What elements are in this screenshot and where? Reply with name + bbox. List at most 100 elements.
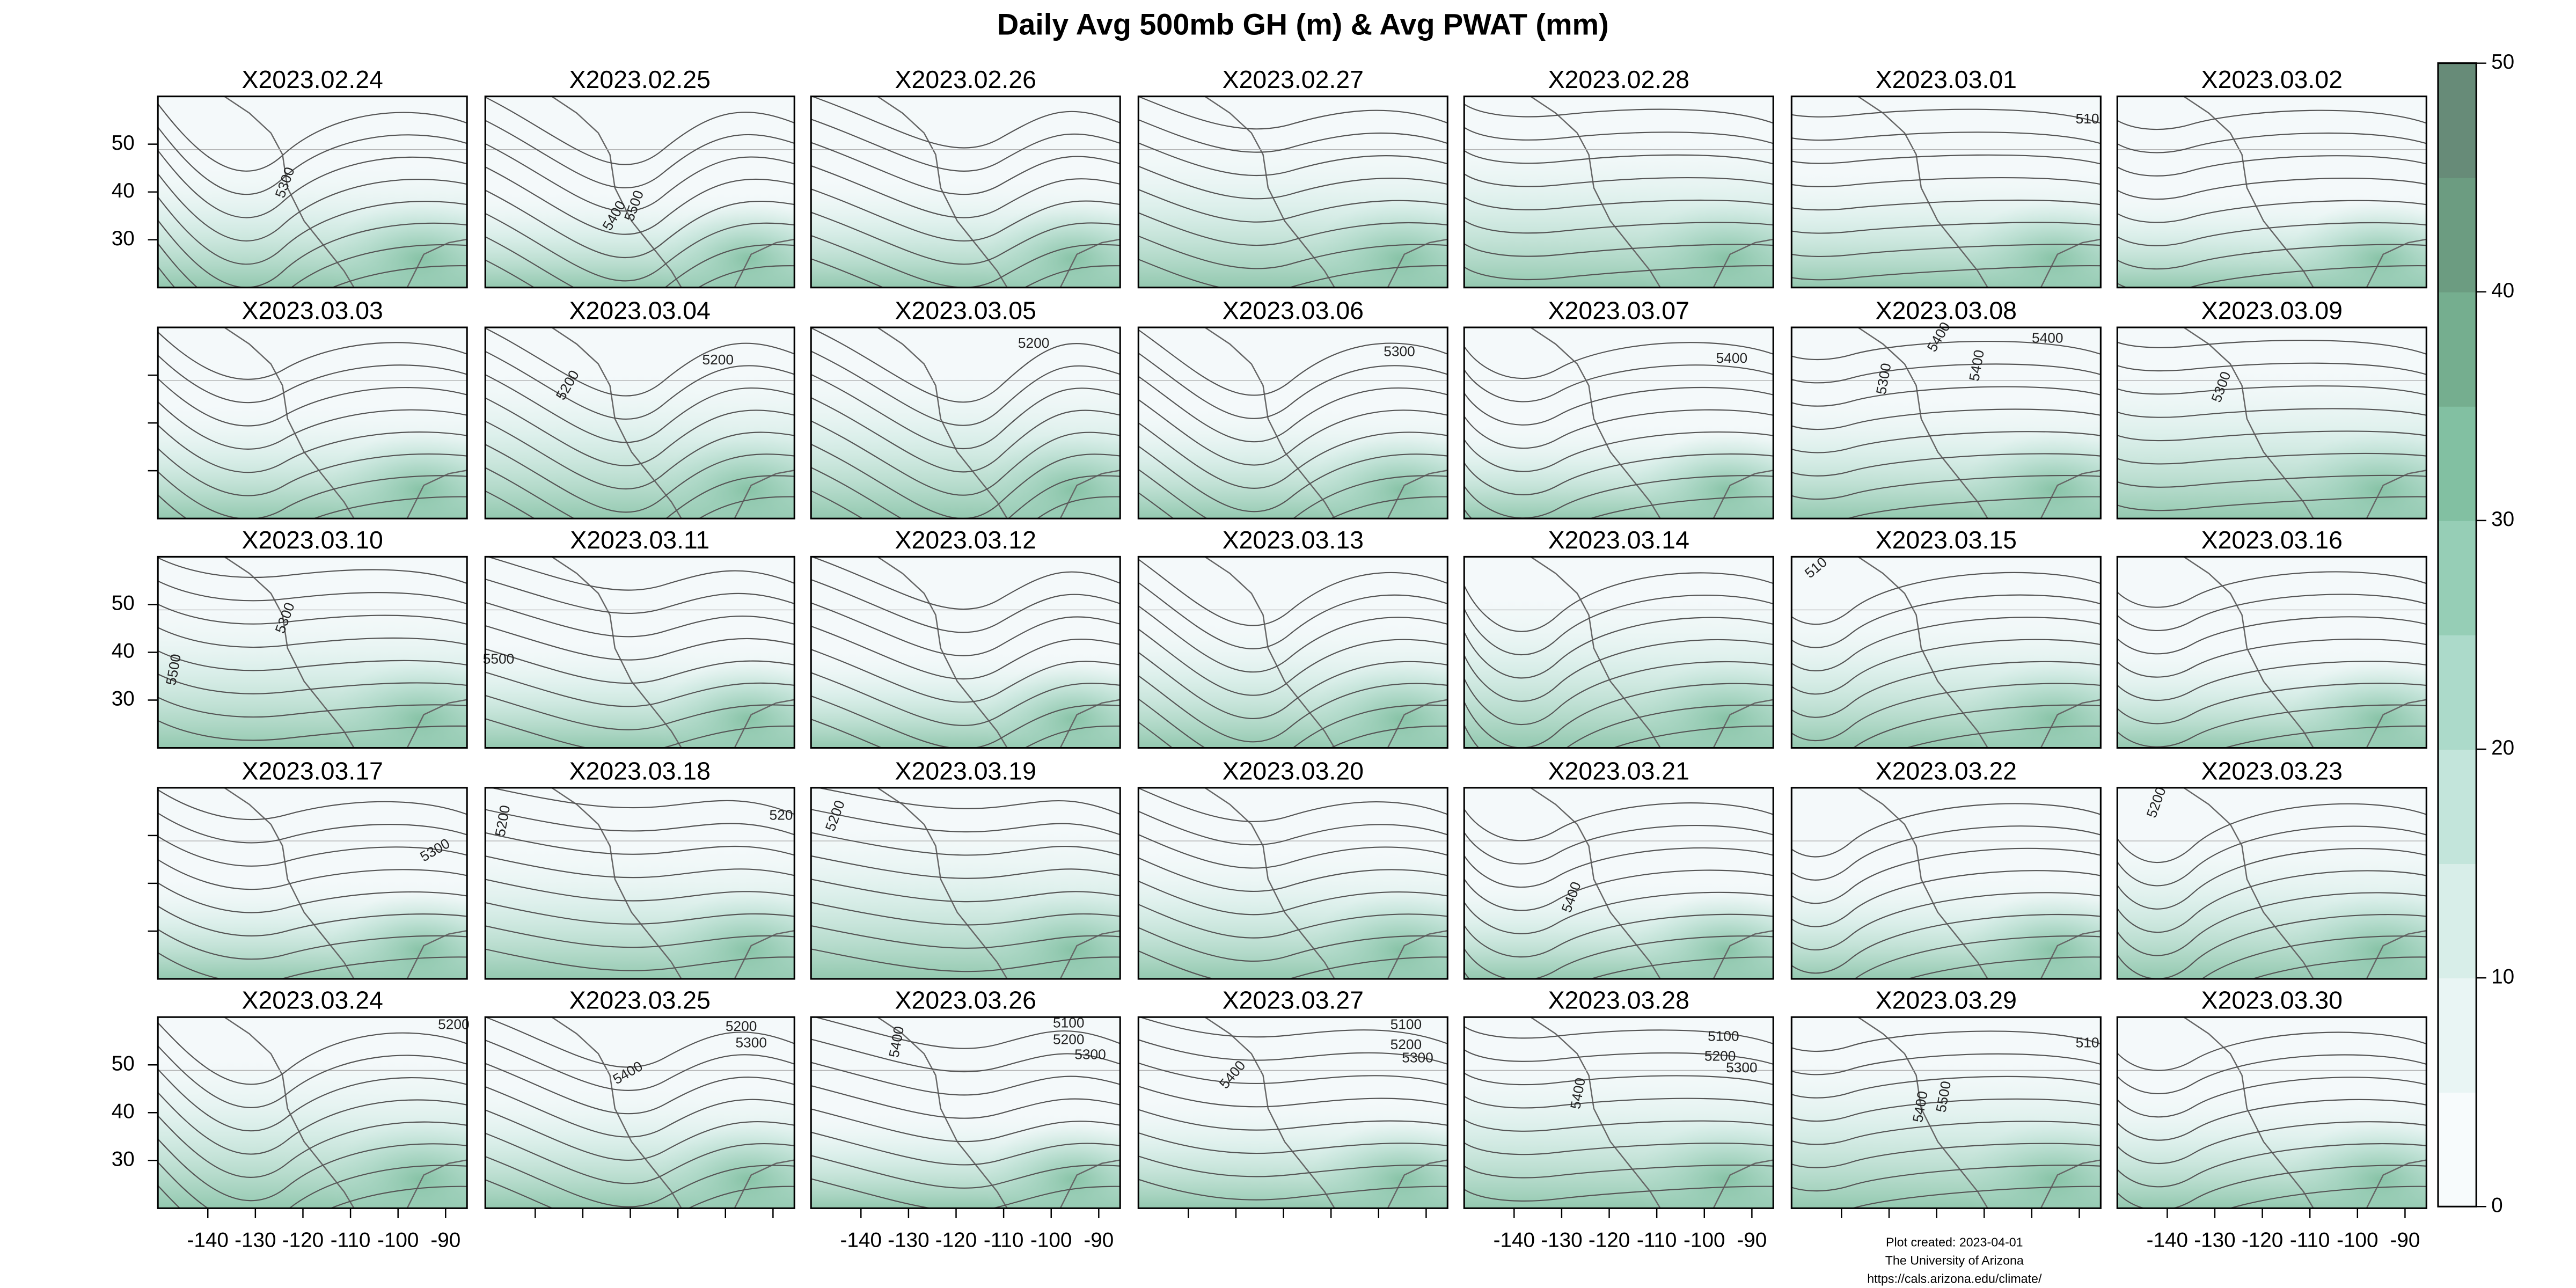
contour-line [1464, 173, 1774, 187]
contour-line [2117, 244, 2427, 270]
pwat-gulf [1464, 557, 1774, 748]
contour-line [2117, 362, 2427, 376]
pwat-gulf [1464, 1017, 1774, 1209]
contour-line [158, 812, 467, 844]
panel-title: X2023.03.27 [1223, 986, 1364, 1014]
colorbar-bin [2438, 634, 2477, 750]
contour-line [1464, 1185, 1774, 1202]
contour-line [811, 719, 1121, 748]
contour-line [1464, 1026, 1774, 1045]
footer: Plot created: 2023-04-01 The University o… [1867, 1235, 2042, 1286]
coastline [551, 1017, 795, 1209]
pwat-gulf [1138, 96, 1448, 288]
contour-label: 5500 [483, 650, 515, 667]
panel-content [2117, 96, 2427, 288]
panel-title: X2023.03.06 [1223, 296, 1364, 324]
contour-line [158, 1161, 467, 1209]
contour-line [1791, 199, 2101, 211]
contour-line [811, 879, 1121, 903]
coastline [224, 557, 467, 748]
contour-line [811, 258, 1121, 288]
contour-line [485, 694, 795, 730]
coastline [1530, 1017, 1774, 1209]
contour-line [485, 1179, 795, 1209]
map-panel: 5500 X2023.03.11 [483, 526, 795, 749]
pwat-gulf [1791, 96, 2101, 288]
contour-line [1791, 1075, 2101, 1099]
contour-line [485, 809, 795, 836]
panel-frame [1790, 555, 2102, 749]
panel-content [2117, 557, 2427, 748]
map-panel: X2023.03.02 [2116, 65, 2427, 289]
contour-line [1138, 810, 1448, 846]
pwat-gulf [811, 787, 1121, 979]
colorbar-bin [2438, 291, 2477, 407]
contour-line [485, 718, 795, 748]
contour-line [1138, 721, 1448, 748]
contour-line [1138, 834, 1448, 869]
contour-line [1791, 1030, 2101, 1052]
contour-line [485, 420, 795, 490]
lon-tick-label: -90 [1737, 1229, 1767, 1252]
contour-line [1791, 177, 2101, 187]
map-panel: X2023.03.20 [1137, 757, 1448, 980]
contour-line [1464, 243, 1774, 257]
contour-line [1791, 617, 2101, 671]
pwat-gulf [2117, 557, 2427, 748]
contour-line [1791, 870, 2101, 927]
contour-line [1791, 572, 2101, 625]
contour-line [811, 1062, 1121, 1096]
panel-title: X2023.03.24 [241, 986, 383, 1014]
panel-title: X2023.03.14 [1548, 526, 1689, 554]
contour-line [158, 557, 467, 584]
contour-line [1138, 675, 1448, 743]
contour-line [1791, 594, 2101, 648]
panel-frame [1790, 1016, 2102, 1209]
panel-title: X2023.03.08 [1876, 296, 2017, 324]
panel-frame [810, 787, 1121, 980]
colorbar-bin [2438, 978, 2477, 1093]
map-panel: 5300 X2023.03.06 [1137, 296, 1448, 519]
contour-line [811, 142, 1121, 195]
contour-line [1791, 244, 2101, 257]
contour-line [1464, 150, 1774, 165]
contour-line [1138, 329, 1448, 396]
contour-line [1464, 453, 1774, 495]
contour-line [158, 103, 467, 172]
panel-title: X2023.03.30 [2201, 986, 2343, 1014]
panel-frame [1463, 96, 1774, 289]
coastline [1204, 787, 1448, 979]
panel-content [811, 1017, 1121, 1209]
coastline [877, 557, 1121, 748]
map-panel: X2023.03.03 [157, 296, 468, 519]
contour-line [1138, 950, 1448, 979]
contour-label: 510 [2076, 1035, 2099, 1051]
lon-tick-label: -90 [430, 1229, 460, 1252]
contour-line [158, 1138, 467, 1202]
map-panel: X2023.02.28 [1463, 65, 1774, 289]
contour-label: 520 [770, 807, 793, 823]
contour-line [811, 925, 1121, 949]
panel-title: X2023.03.23 [2201, 757, 2343, 785]
lat-tick-label: 40 [112, 1100, 135, 1123]
contour-line [2117, 1031, 2427, 1071]
contour-line [1464, 639, 1774, 702]
contour-line [1791, 453, 2101, 477]
coastline [877, 1017, 1121, 1209]
panel-frame [1463, 1016, 1774, 1209]
contour-line [811, 1131, 1121, 1166]
lon-tick-label: -140 [2147, 1229, 2188, 1252]
contour-line [2117, 1165, 2427, 1209]
contour-line [1791, 825, 2101, 881]
contour-line [485, 948, 795, 971]
contour-line [485, 925, 795, 948]
panel-title: X2023.03.03 [241, 296, 383, 324]
contour-line [811, 211, 1121, 265]
panel-content [158, 787, 467, 979]
